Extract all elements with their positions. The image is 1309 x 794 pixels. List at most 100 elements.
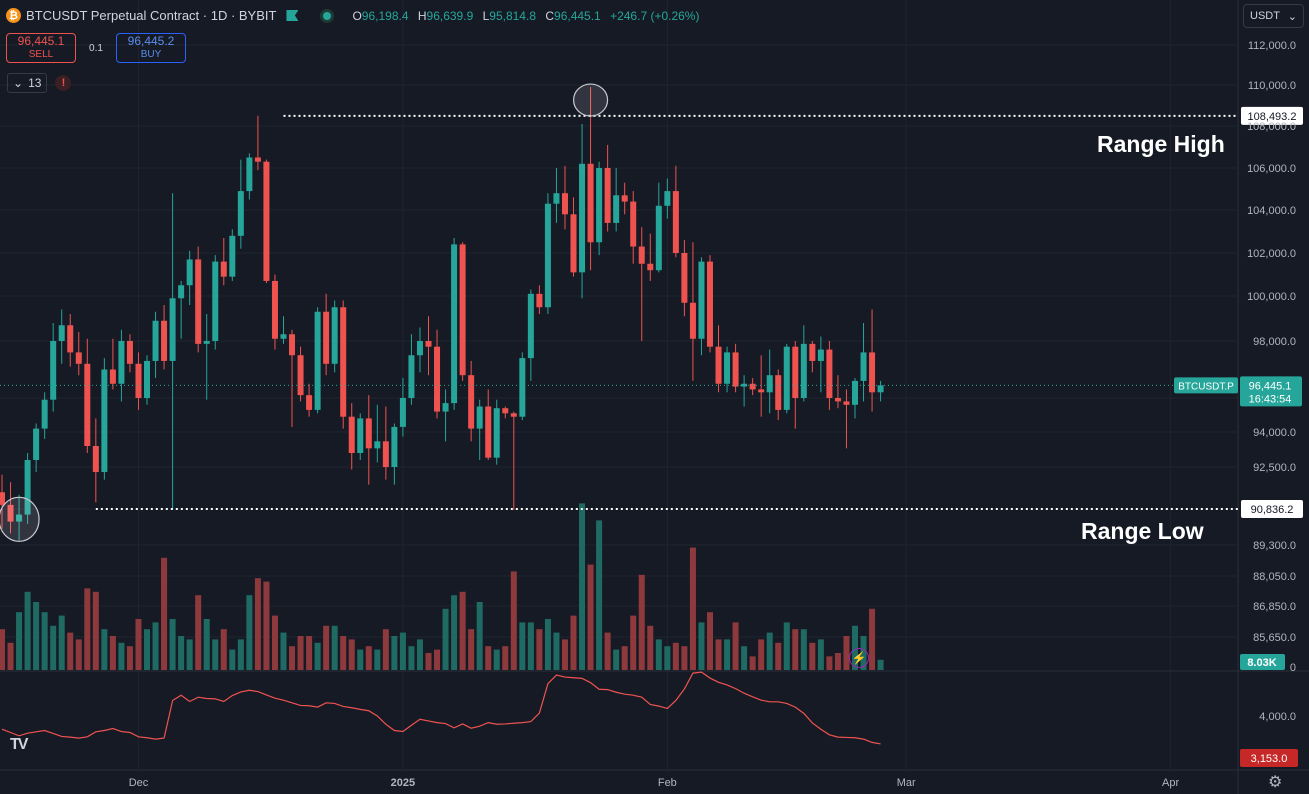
candle-body bbox=[152, 320, 159, 361]
settings-gear-icon[interactable]: ⚙ bbox=[1268, 774, 1283, 791]
sell-button[interactable]: 96,445.1 SELL bbox=[6, 33, 76, 63]
market-status-icon[interactable] bbox=[320, 8, 335, 23]
osc-tick-label: 4,000.0 bbox=[1259, 711, 1296, 723]
candles bbox=[0, 87, 884, 541]
volume-bar bbox=[459, 591, 466, 670]
trade-panel: 96,445.1 SELL 0.1 96,445.2 BUY bbox=[6, 33, 186, 63]
candle-body bbox=[289, 334, 296, 356]
candle-body bbox=[468, 375, 475, 429]
volume-bar bbox=[664, 646, 671, 670]
candle-body bbox=[203, 341, 210, 344]
volume-bar bbox=[169, 619, 176, 670]
bitcoin-logo-icon: ₿ bbox=[6, 8, 21, 23]
candle-body bbox=[280, 334, 287, 339]
volume-bar bbox=[416, 639, 423, 670]
time-tick-label: Dec bbox=[129, 777, 149, 789]
volume-bar bbox=[357, 649, 364, 670]
volume-bar bbox=[365, 646, 372, 670]
volume-bar bbox=[510, 571, 517, 670]
candle-body bbox=[706, 261, 713, 347]
candle-body bbox=[638, 246, 645, 264]
time-tick-label: Feb bbox=[658, 777, 677, 789]
tradingview-logo[interactable]: TV bbox=[10, 736, 29, 753]
volume-bar bbox=[195, 595, 202, 670]
volume-bar bbox=[135, 619, 142, 670]
volume-bar bbox=[502, 646, 509, 670]
volume-bar bbox=[92, 591, 99, 670]
indicators-toggle-button[interactable]: ⌄ 13 bbox=[7, 73, 48, 93]
candle-body bbox=[442, 403, 449, 412]
volume-bar bbox=[144, 629, 151, 670]
volume-bar bbox=[152, 622, 159, 670]
volume-bar bbox=[340, 636, 347, 670]
volume-bar bbox=[527, 622, 534, 670]
price-axis[interactable]: 85,650.0 86,850.0 88,050.0 89,300.0 92,500.0… bbox=[1174, 40, 1302, 767]
volume-bar bbox=[348, 639, 355, 670]
volume-bar bbox=[647, 625, 654, 670]
volume-bar bbox=[41, 612, 48, 670]
volume-bar bbox=[263, 581, 270, 670]
volume-bar bbox=[689, 547, 696, 670]
candle-body bbox=[186, 259, 193, 286]
volume-bar bbox=[126, 646, 133, 670]
volume-bar bbox=[655, 639, 662, 670]
candle-body bbox=[323, 311, 330, 364]
range-low-circle bbox=[0, 496, 40, 542]
volume-bar bbox=[792, 629, 799, 670]
volume-bar bbox=[16, 612, 23, 670]
candle-body bbox=[655, 205, 662, 271]
currency-select[interactable]: USDT ⌄ bbox=[1243, 4, 1304, 28]
volume-bar bbox=[161, 557, 168, 670]
volume-bar bbox=[843, 636, 850, 670]
candle-body bbox=[672, 191, 679, 253]
candle-body bbox=[92, 446, 99, 473]
indicator-count: 13 bbox=[28, 76, 42, 90]
volume-last-label: 8.03K bbox=[1247, 657, 1276, 669]
candle-body bbox=[587, 163, 594, 243]
time-tick-label: Mar bbox=[897, 777, 916, 789]
candle-body bbox=[613, 195, 620, 223]
flag-icon[interactable] bbox=[286, 10, 299, 21]
candle-body bbox=[67, 325, 74, 353]
candle-body bbox=[596, 168, 603, 243]
candle-body bbox=[50, 341, 57, 400]
candle-body bbox=[58, 325, 65, 341]
candle-body bbox=[817, 349, 824, 361]
time-axis[interactable]: Dec 2025 Feb Mar Apr bbox=[129, 777, 1180, 789]
volume-bar bbox=[493, 649, 500, 670]
candle-body bbox=[451, 244, 458, 404]
candle-body bbox=[775, 375, 782, 410]
volume-bar bbox=[391, 636, 398, 670]
volume-bar bbox=[869, 608, 876, 670]
volume-bar bbox=[203, 619, 210, 670]
buy-button[interactable]: 96,445.2 BUY bbox=[116, 33, 186, 63]
range-high-label: Range High bbox=[1097, 131, 1225, 157]
candle-body bbox=[800, 343, 807, 398]
lightning-icon[interactable]: ⚡ bbox=[849, 648, 869, 668]
volume-bar bbox=[476, 602, 483, 670]
volume-bar bbox=[434, 649, 441, 670]
candle-body bbox=[579, 163, 586, 273]
time-tick-label: 2025 bbox=[391, 777, 415, 789]
volume-bar bbox=[732, 622, 739, 670]
volume-bar bbox=[579, 503, 586, 670]
volume-bar bbox=[246, 595, 253, 670]
highlight-circles bbox=[0, 83, 609, 542]
volume-bar bbox=[613, 649, 620, 670]
range-levels: 108,493.2 90,836.2 bbox=[0, 106, 1303, 518]
candle-body bbox=[24, 460, 31, 515]
volume-bar bbox=[178, 636, 185, 670]
range_low-price-label: 90,836.2 bbox=[1251, 504, 1294, 516]
candle-body bbox=[382, 441, 389, 467]
last-price-label: 96,445.1 bbox=[1249, 380, 1292, 392]
candle-body bbox=[391, 426, 398, 467]
candle-body bbox=[510, 413, 517, 417]
volume-bar bbox=[596, 520, 603, 670]
alert-icon[interactable]: ! bbox=[55, 75, 72, 91]
volume-bar bbox=[749, 656, 756, 670]
candle-body bbox=[246, 157, 253, 192]
symbol-title[interactable]: BTCUSDT Perpetual Contract · 1D · BYBIT bbox=[26, 8, 277, 23]
volume-bar bbox=[724, 639, 731, 670]
